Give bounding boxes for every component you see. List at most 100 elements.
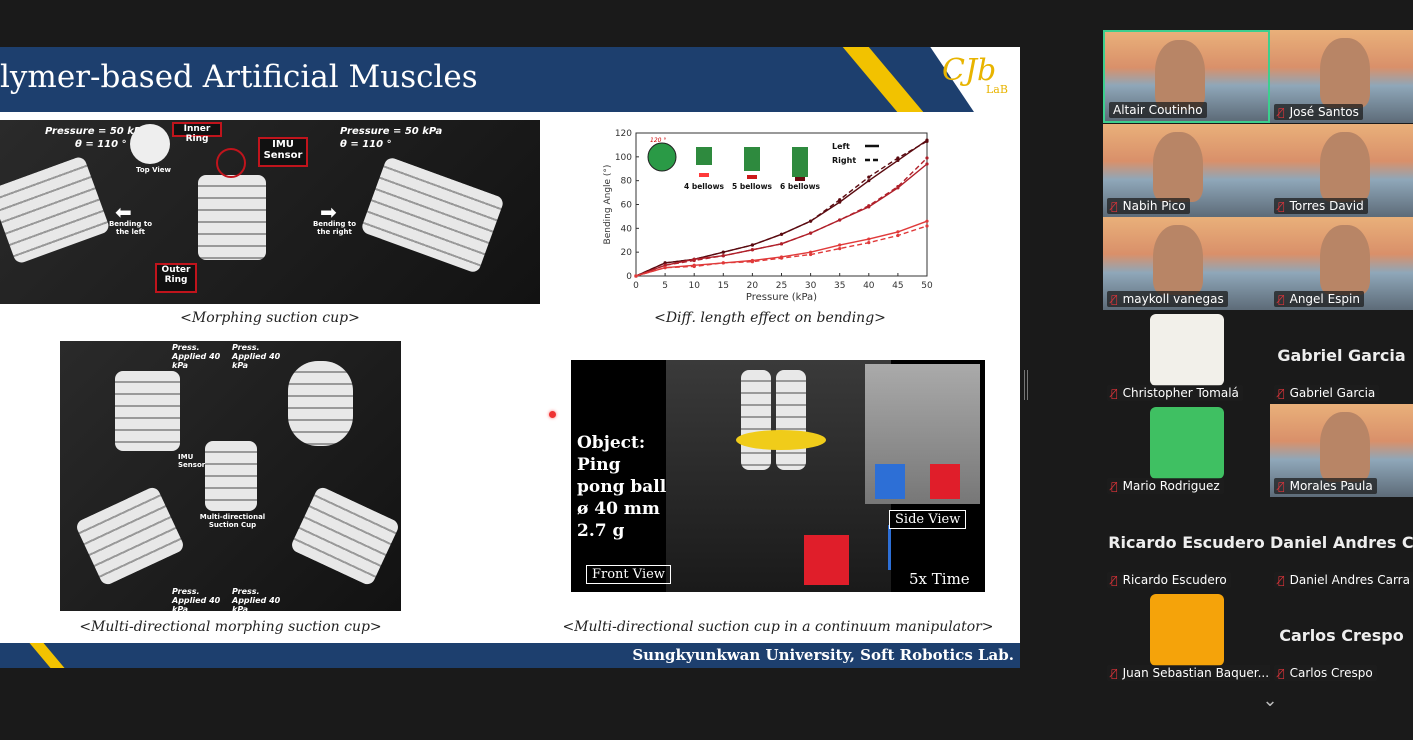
mic-muted-icon: 🎙̸ [1278,293,1285,306]
data-point [896,158,900,163]
object-diameter: ø 40 mm [577,499,660,519]
morphing-suction-cup-photo: Pressure = 50 kPa θ = 110 ° Top View Inn… [0,120,540,304]
laser-pointer [549,411,556,418]
footer-text: Sungkyunkwan University, Soft Robotics L… [632,646,1014,664]
data-point [663,263,667,267]
y-axis-label: Bending Angle (°) [603,165,613,245]
participant-tile[interactable]: 🎙̸ José Santos [1270,30,1413,123]
split-resize-handle[interactable] [1024,370,1028,400]
slide-title: lymer-based Artificial Muscles [0,59,478,95]
front-view-image [666,360,891,592]
series-line [635,220,928,277]
mic-muted-icon: 🎙̸ [1278,386,1285,400]
data-point [896,185,900,189]
y-tick-label: 80 [621,177,633,187]
caption-continuum: <Multi-directional suction cup in a cont… [562,619,994,635]
participant-tile[interactable]: 🎙̸ Morales Paula [1270,404,1413,497]
participant-tile[interactable]: 🎙̸ maykoll vanegas [1103,217,1270,310]
participant-face [1155,40,1205,110]
display-name: Gabriel Garcia [1277,345,1406,365]
data-point [809,219,813,223]
legend-label: Left [832,142,850,151]
participant-name: Daniel Andres Carra [1289,572,1410,587]
blue-cup [888,525,891,570]
imu-highlight [216,148,246,178]
data-point [925,156,929,160]
legend-label: Right [832,156,856,165]
data-point [721,261,725,265]
bellow-center [198,175,266,260]
red-cup [804,535,849,585]
participant-gallery: Altair Coutinho 🎙̸ José Santos 🎙̸ Nabih Pico… [1103,30,1413,686]
object-name: Ping pong ball [577,455,667,497]
name-tag: 🎙̸ Daniel Andres Carra [1274,571,1413,588]
data-point [838,243,842,247]
y-tick-label: 60 [621,201,633,211]
bellow-right [360,156,505,274]
data-point [779,242,784,246]
mic-muted-icon: 🎙̸ [1278,667,1285,680]
data-point [838,246,842,251]
avatar [1150,594,1224,666]
x-tick-label: 25 [776,281,787,291]
angle-label: θ = 110 ° [340,139,392,150]
name-tag: 🎙̸ Torres David [1274,197,1368,214]
bend-right-label: Bending to the right [312,220,357,236]
participant-tile[interactable]: Gabriel Garcia 🎙̸ Gabriel Garcia [1270,310,1413,404]
data-point [925,139,929,143]
inset-legend-marker [747,175,757,179]
data-point [663,266,667,270]
imu-sensor-label: IMU Sensor [258,137,308,167]
participant-tile[interactable]: 🎙̸ Juan Sebastian Baquer... [1103,591,1270,684]
inset-label: 5 bellows [732,182,773,191]
x-tick-label: 15 [718,281,729,291]
mic-muted-icon: 🎙̸ [1278,106,1285,119]
name-tag: 🎙̸ Gabriel Garcia [1274,384,1380,401]
mic-muted-icon: 🎙̸ [1111,386,1118,400]
name-tag: 🎙̸ Carlos Crespo [1274,665,1377,681]
caption-morphing: <Morphing suction cup> [180,310,360,326]
bend-left-label: Bending to the left [108,220,153,236]
participant-tile[interactable]: Daniel Andres C 🎙̸ Daniel Andres Carra [1270,497,1413,591]
participant-tile[interactable]: 🎙̸ Angel Espin [1270,217,1413,310]
participant-tile[interactable]: Carlos Crespo 🎙̸ Carlos Crespo [1270,591,1413,684]
angle-label: θ = 110 ° [75,139,127,150]
participant-face [1320,412,1370,482]
inset-bellows-figure [744,147,760,171]
mic-muted-icon: 🎙̸ [1111,293,1118,306]
name-tag: 🎙̸ Ricardo Escudero [1107,571,1231,588]
bending-angle-chart: 0 5 10 15 20 25 30 35 40 45 50 0 20 40 60 80 100 120 Press… [603,129,933,303]
red-cup [930,464,960,499]
participant-tile[interactable]: Ricardo Escudero 🎙̸ Ricardo Escudero [1103,497,1270,591]
slide-footer: Sungkyunkwan University, Soft Robotics L… [0,643,1020,668]
participant-face [1153,225,1203,295]
top-view-label: Top View [136,166,172,174]
participant-name: maykoll vanegas [1122,292,1224,306]
chevron-down-icon[interactable]: ⌄ [1262,690,1278,711]
participant-name: Ricardo Escudero [1122,572,1227,587]
name-tag: 🎙̸ maykoll vanegas [1107,291,1228,307]
participant-tile[interactable]: 🎙̸ Christopher Tomalá [1103,310,1270,404]
data-point [692,264,696,269]
logo-sub: LaB [986,83,1008,96]
object-label: Object: [577,433,646,453]
participant-tile[interactable]: 🎙̸ Torres David [1270,123,1413,217]
inset-bellows-figure [696,147,712,165]
data-point [867,237,871,241]
x-tick-label: 20 [747,281,759,291]
data-point [634,274,638,278]
pressure-label: Press. Applied 40 kPa [172,343,221,370]
participant-tile[interactable]: Altair Coutinho [1103,30,1270,123]
arrow-right-icon: ➡ [320,200,337,224]
participant-face [1320,38,1370,108]
bellow-center [205,441,257,511]
header-stripe [842,47,924,112]
data-point [750,248,754,252]
participant-tile[interactable]: 🎙̸ Nabih Pico [1103,123,1270,217]
pressure-label: Pressure = 50 kPa [340,126,443,137]
top-view-image [130,124,170,164]
participant-name: Gabriel Garcia [1289,385,1376,400]
data-point [750,260,754,264]
participant-tile[interactable]: 🎙̸ Mario Rodriguez [1103,404,1270,497]
x-tick-label: 40 [863,281,875,291]
